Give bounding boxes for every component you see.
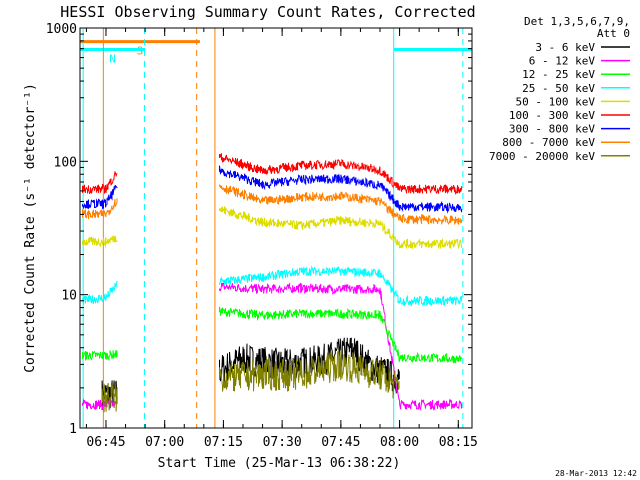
series-50-100-kev <box>82 206 463 250</box>
series-trace <box>219 184 463 225</box>
x-tick-label: 06:45 <box>86 435 125 450</box>
legend-header: Det 1,3,5,6,7,9, Att 0 <box>524 15 630 40</box>
x-tick-label: 08:15 <box>439 435 478 450</box>
legend-label: 7000 - 20000 keV <box>489 150 595 163</box>
series-7000-20000-kev <box>101 350 400 413</box>
legend-label: 6 - 12 keV <box>529 55 596 68</box>
series-layer <box>82 153 463 413</box>
series-25-50-kev <box>82 265 463 307</box>
legend-header-line-1: Det 1,3,5,6,7,9, <box>524 15 630 28</box>
x-axis-label: Start Time (25-Mar-13 06:38:22) <box>158 456 401 471</box>
legend-header-line-2: Att 0 <box>597 27 630 40</box>
vertical-markers <box>82 28 464 428</box>
series-300-800-kev <box>82 165 463 214</box>
series-trace <box>82 198 118 220</box>
series-trace <box>219 265 463 307</box>
series-trace <box>101 381 118 413</box>
series-trace <box>82 235 118 249</box>
legend-label: 300 - 800 keV <box>509 123 595 136</box>
x-tick-label: 08:00 <box>380 435 419 450</box>
y-tick-label: 1000 <box>46 22 77 37</box>
legend-label: 3 - 6 keV <box>535 41 595 54</box>
y-tick-label: 10 <box>61 289 77 304</box>
plot-frame <box>79 27 473 429</box>
series-trace <box>82 398 118 411</box>
annotation-label: N <box>109 52 116 65</box>
series-trace <box>82 349 118 362</box>
series-trace <box>219 206 463 250</box>
legend-label: 12 - 25 keV <box>522 68 595 81</box>
legend-label: 25 - 50 keV <box>522 82 595 95</box>
footer-timestamp: 28-Mar-2013 12:42 <box>555 469 637 478</box>
series-12-25-kev <box>82 306 463 364</box>
y-axis-label: Corrected Count Rate (s⁻¹ detector⁻¹) <box>23 83 38 373</box>
x-tick-label: 07:45 <box>321 435 360 450</box>
legend-label: 100 - 300 keV <box>509 109 595 122</box>
annotation-label: S <box>137 45 144 58</box>
series-trace <box>82 184 118 210</box>
series-800-7000-kev <box>82 184 463 225</box>
series-100-300-kev <box>82 153 463 195</box>
chart-title: HESSI Observing Summary Count Rates, Cor… <box>60 3 475 21</box>
series-trace <box>219 350 400 399</box>
legend-label: 50 - 100 keV <box>516 95 596 108</box>
series-trace <box>219 281 463 412</box>
x-tick-label: 07:15 <box>204 435 243 450</box>
y-tick-label: 1 <box>69 422 77 437</box>
series-trace <box>82 280 118 305</box>
series-trace <box>82 171 118 195</box>
y-tick-label: 100 <box>54 155 77 170</box>
series-trace <box>219 153 463 195</box>
x-tick-label: 07:30 <box>263 435 302 450</box>
legend-label: 800 - 7000 keV <box>502 136 595 149</box>
series-trace <box>219 165 463 214</box>
x-tick-label: 07:00 <box>145 435 184 450</box>
series-6-12-kev <box>82 281 463 412</box>
series-trace <box>219 306 463 364</box>
axes: 1 10 100 1000 06:45 07:00 07:15 07:30 07:45 08:00… <box>46 22 478 450</box>
annotation-bars: SN <box>80 40 472 65</box>
